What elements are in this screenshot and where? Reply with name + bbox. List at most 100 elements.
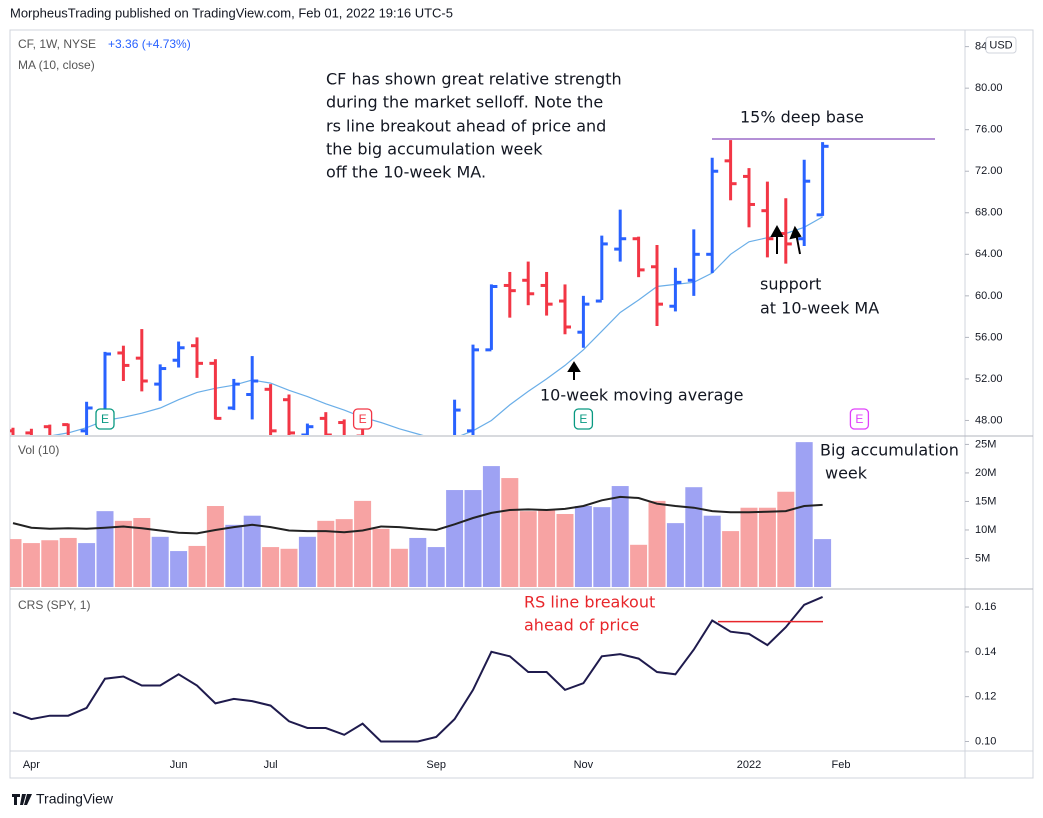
volume-bar — [96, 511, 114, 587]
volume-bar — [206, 506, 224, 587]
volume-bar — [151, 536, 169, 587]
volume-bar — [335, 519, 353, 587]
earnings-badge — [95, 408, 115, 430]
y-tick-label: 56.00 — [975, 331, 1003, 343]
volume-note: week — [825, 464, 868, 483]
earnings-label: E — [359, 412, 367, 426]
volume-bar — [317, 520, 335, 587]
volume-bar — [611, 486, 629, 587]
note: the big accumulation week — [326, 140, 543, 159]
y-tick-label: 48.00 — [975, 414, 1003, 426]
x-tick-label: Sep — [426, 759, 446, 771]
y-tick-label: 15M — [975, 495, 996, 507]
currency: USD — [989, 39, 1012, 51]
earnings-label: E — [579, 412, 587, 426]
volume-bar — [446, 490, 464, 587]
volume-bar — [188, 545, 206, 587]
y-tick-label: 0.16 — [975, 601, 996, 613]
y-tick-label: 60.00 — [975, 290, 1003, 302]
volume-bar — [519, 511, 537, 587]
volume-bar — [777, 491, 795, 587]
earnings-label: E — [101, 412, 109, 426]
y-tick-label: 80.00 — [975, 82, 1003, 94]
y-tick-label: 72.00 — [975, 165, 1003, 177]
crs-line — [12, 595, 823, 743]
volume-bar — [41, 540, 59, 587]
volume-bar — [78, 543, 96, 587]
volume-bar — [648, 500, 666, 587]
volume-bar — [409, 537, 427, 587]
moving-average — [52, 216, 823, 435]
volume-pane — [10, 442, 832, 587]
arrows — [567, 224, 802, 380]
volume-bar — [722, 531, 740, 587]
earnings-label: E — [855, 412, 863, 426]
y-tick-label: 0.10 — [975, 735, 996, 747]
volume-bar — [170, 551, 188, 587]
note: off the 10-week MA. — [326, 163, 486, 182]
volume-bar — [630, 544, 648, 587]
y-tick-label: 20M — [975, 467, 996, 479]
earnings-badge — [573, 408, 594, 430]
x-tick-label: Jul — [264, 759, 278, 771]
currency-badge: USD — [985, 36, 1017, 54]
y-tick-label: 10M — [975, 524, 996, 536]
x-tick-label: 2022 — [737, 759, 761, 771]
volume-bar — [10, 539, 22, 587]
x-tick-label: Nov — [574, 759, 594, 771]
volume-bar — [298, 536, 316, 587]
volume-bar — [243, 515, 261, 587]
support-note: at 10-week MA — [760, 299, 879, 318]
volume-bar — [354, 500, 372, 587]
volume-bar — [814, 539, 832, 587]
volume-bar — [280, 548, 298, 587]
header: MorpheusTrading published on TradingView… — [10, 5, 453, 20]
x-tick-label: Jun — [170, 759, 188, 771]
volume-bar — [114, 520, 132, 587]
volume-bar — [740, 507, 758, 587]
base-note: 15% deep base — [740, 108, 864, 127]
ma-note: 10-week moving average — [540, 386, 743, 405]
y-tick-label: 76.00 — [975, 124, 1003, 136]
volume-bar — [225, 524, 243, 587]
y-tick-label: 5M — [975, 552, 990, 564]
footer: TradingView — [36, 791, 114, 807]
volume-bar — [390, 548, 408, 587]
ma-legend: MA (10, close) — [18, 58, 95, 72]
volume-bar — [372, 528, 390, 587]
volume-bar — [795, 442, 813, 587]
earnings-badge — [352, 408, 373, 430]
volume-bar — [685, 487, 703, 587]
volume-ma — [12, 495, 823, 535]
y-tick-label: 68.00 — [975, 207, 1003, 219]
volume-bar — [538, 510, 556, 587]
volume-bar — [133, 517, 151, 587]
volume-bar — [59, 537, 77, 587]
frame — [9, 29, 1034, 779]
x-tick-label: Apr — [23, 759, 40, 771]
change-legend: +3.36 (+4.73%) — [108, 37, 191, 51]
rs-note: RS line breakout — [524, 593, 655, 612]
y-tick-label: 25M — [975, 438, 996, 450]
y-tick-label: 0.12 — [975, 691, 996, 703]
note: rs line breakout ahead of price and — [326, 117, 606, 136]
volume-legend: Vol (10) — [18, 443, 59, 457]
volume-bar — [482, 466, 500, 587]
y-tick-label: 64.00 — [975, 248, 1003, 260]
earnings-badge — [849, 408, 870, 430]
volume-bar — [262, 547, 280, 587]
volume-bar — [22, 543, 40, 587]
volume-bar — [501, 478, 519, 587]
volume-bar — [427, 547, 445, 587]
support-note: support — [760, 275, 821, 294]
volume-note: Big accumulation — [820, 441, 959, 460]
volume-bar — [666, 523, 684, 587]
symbol-legend: CF, 1W, NYSE — [18, 37, 96, 51]
volume-bar — [464, 490, 482, 587]
crs-legend: CRS (SPY, 1) — [18, 598, 90, 612]
note: during the market selloff. Note the — [326, 93, 603, 112]
rs-note: ahead of price — [524, 616, 639, 635]
price-pane — [10, 138, 935, 435]
